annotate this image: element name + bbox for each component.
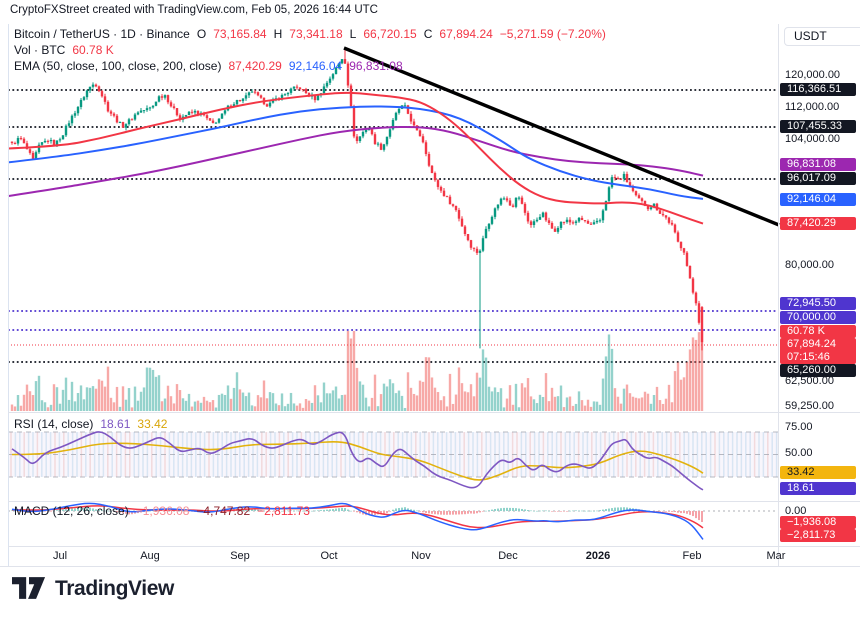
price-axis-label: 0.00 (785, 505, 807, 517)
price-axis-badge: −2,811.73 (780, 529, 856, 542)
tradingview-logo-icon (12, 577, 46, 599)
legend-value: 96,831.08 (349, 59, 403, 73)
legend-value: H (273, 27, 283, 41)
time-axis-label: Sep (230, 550, 250, 562)
legend-value: O (196, 27, 207, 41)
time-axis[interactable]: Jul Aug Sep Oct Nov Dec 2026 Feb Mar (0, 547, 860, 566)
price-axis-badge: −1,936.08 (780, 516, 856, 529)
legend-value: 66,720.15 (363, 27, 417, 41)
credit-line: CryptoFXStreet created with TradingView.… (10, 4, 378, 16)
time-axis-label: Jul (52, 550, 68, 562)
price-axis-badge: 107,455.33 (780, 120, 856, 133)
legend-title: Vol · BTC (14, 43, 66, 57)
price-axis-badge: 60.78 K (780, 325, 856, 338)
price-axis-label: 112,000.00 (785, 101, 840, 113)
price-axis-label: 50.00 (785, 447, 813, 459)
legend-title: MACD (12, 26, close) (14, 504, 129, 518)
last-price-badge: 67,894.24 07:15:46 (780, 338, 856, 364)
time-axis-label: Feb (682, 550, 702, 562)
currency-toggle-button[interactable]: USDT (784, 27, 860, 46)
legend-value: −5,271.59 (−7.20%) (499, 27, 606, 41)
legend-value: 73,165.84 (213, 27, 267, 41)
price-axis-badge: 72,945.50 (780, 297, 856, 310)
legend-value: −2,811.73 (257, 504, 310, 518)
legend-volume-row[interactable]: Vol · BTC 60.78 K (14, 43, 121, 57)
price-axis-label: 104,000.00 (785, 133, 841, 145)
legend-value: C (423, 27, 433, 41)
legend-macd-row[interactable]: MACD (12, 26, close) −1,936.08 −4,747.82 −2… (14, 504, 317, 518)
legend-value: 60.78 K (72, 43, 114, 57)
tradingview-logo-text: TradingView (55, 576, 174, 600)
price-axis[interactable]: 120,000.00 112,000.00 104,000.00 80,000.00 6… (779, 24, 860, 566)
legend-ema-row[interactable]: EMA (50, close, 100, close, 200, close) 8… (14, 59, 410, 73)
price-axis-badge: 18.61 (780, 482, 856, 495)
time-axis-label: Dec (498, 550, 518, 562)
price-axis-label: 62,500.00 (785, 375, 834, 387)
price-axis-badge: 96,831.08 (780, 158, 856, 171)
legend-value: 67,894.24 (439, 27, 493, 41)
price-axis-badge: 33.42 (780, 466, 856, 479)
legend-value: L (349, 27, 357, 41)
price-axis-label: 59,250.00 (785, 400, 834, 412)
price-axis-badge: 65,260.00 (780, 364, 856, 377)
time-axis-label: Mar (766, 550, 786, 562)
time-axis-label: Nov (411, 550, 431, 562)
price-axis-label: 75.00 (785, 421, 813, 433)
legend-value: 73,341.18 (289, 27, 343, 41)
time-axis-label: Oct (320, 550, 338, 562)
legend-symbol-row[interactable]: Bitcoin / TetherUS · 1D · Binance O 73,165… (14, 27, 613, 41)
legend-value: 33.42 (137, 417, 168, 431)
legend-value: 18.61 (100, 417, 131, 431)
legend-value: −1,936.08 (135, 504, 190, 518)
legend-title: EMA (50, close, 100, close, 200, close) (14, 59, 222, 73)
price-axis-badge: 116,366.51 (780, 83, 856, 96)
legend-value: 87,420.29 (228, 59, 282, 73)
price-axis-label: 120,000.00 (785, 69, 841, 81)
price-axis-label: 80,000.00 (785, 259, 834, 271)
time-axis-label: Aug (140, 550, 160, 562)
legend-title: RSI (14, close) (14, 417, 94, 431)
price-axis-badge: 70,000.00 (780, 311, 856, 324)
legend-value: −4,747.82 (196, 504, 251, 518)
legend-title: Bitcoin / TetherUS · 1D · Binance (14, 27, 190, 41)
price-axis-badge: 92,146.04 (780, 193, 856, 206)
tradingview-logo[interactable]: TradingView (12, 576, 174, 601)
price-axis-badge: 96,017.09 (780, 172, 856, 185)
legend-value: 92,146.04 (288, 59, 343, 73)
legend-rsi-row[interactable]: RSI (14, close) 18.61 33.42 (14, 417, 174, 431)
price-axis-badge: 87,420.29 (780, 217, 856, 230)
time-axis-label: 2026 (585, 550, 611, 562)
